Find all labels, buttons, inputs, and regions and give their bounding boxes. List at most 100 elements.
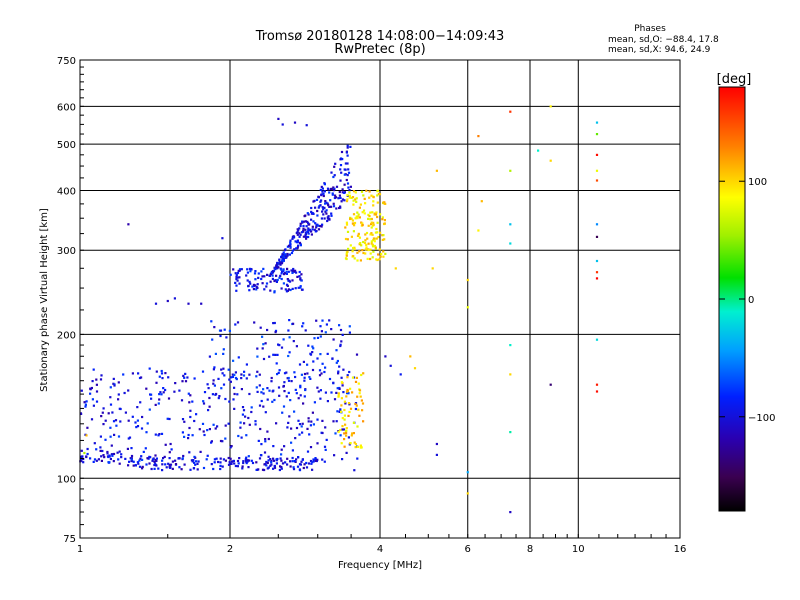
data-point xyxy=(286,426,289,429)
data-point xyxy=(324,200,327,203)
data-point xyxy=(384,252,387,255)
data-point xyxy=(340,404,343,407)
data-point xyxy=(229,380,232,383)
data-point xyxy=(359,242,362,245)
data-point xyxy=(194,463,197,466)
data-point xyxy=(140,376,143,379)
data-point xyxy=(332,420,335,423)
data-point xyxy=(95,459,98,462)
data-point xyxy=(285,283,289,286)
data-point xyxy=(180,399,184,402)
data-point xyxy=(349,217,352,221)
data-point xyxy=(326,219,329,223)
data-point xyxy=(253,321,256,324)
data-point xyxy=(91,398,94,401)
data-point xyxy=(413,367,417,370)
data-point xyxy=(595,338,599,341)
data-point xyxy=(187,392,190,395)
data-point xyxy=(212,379,215,382)
data-point xyxy=(221,440,224,443)
data-point xyxy=(166,299,169,303)
data-point xyxy=(330,205,333,208)
data-point xyxy=(102,454,105,457)
data-point xyxy=(112,420,116,423)
data-point xyxy=(171,467,174,470)
data-point xyxy=(311,228,314,231)
data-point xyxy=(221,465,224,468)
data-point xyxy=(255,468,258,471)
data-point xyxy=(180,468,183,471)
data-point xyxy=(117,435,121,438)
data-point xyxy=(323,217,326,220)
data-point xyxy=(302,227,305,230)
data-point xyxy=(200,302,203,305)
data-point xyxy=(166,417,169,420)
data-point xyxy=(272,445,275,448)
data-point xyxy=(360,190,364,193)
data-point xyxy=(267,437,270,441)
data-point xyxy=(349,244,352,247)
data-point xyxy=(289,243,292,246)
data-point xyxy=(328,205,331,208)
data-point xyxy=(355,200,358,203)
data-point xyxy=(272,270,275,273)
data-point xyxy=(389,364,392,367)
data-point xyxy=(309,459,313,463)
data-point xyxy=(178,389,181,392)
data-point xyxy=(384,202,387,205)
data-point xyxy=(343,408,346,412)
data-point xyxy=(346,146,349,149)
data-point xyxy=(281,123,284,126)
data-point xyxy=(383,238,386,241)
data-point xyxy=(147,457,150,460)
data-point xyxy=(435,453,438,456)
data-point xyxy=(183,376,186,379)
data-point xyxy=(300,373,303,376)
data-point xyxy=(328,191,331,194)
data-point xyxy=(219,464,222,467)
data-point xyxy=(189,468,192,471)
data-point xyxy=(258,457,262,460)
data-point xyxy=(347,414,350,417)
data-point xyxy=(232,359,235,362)
data-point xyxy=(319,335,322,338)
data-point xyxy=(136,461,139,464)
data-point xyxy=(338,365,341,368)
data-point xyxy=(95,378,98,381)
data-point xyxy=(295,231,298,235)
data-point xyxy=(370,240,373,243)
data-point xyxy=(127,389,130,392)
data-point xyxy=(549,159,552,162)
data-point xyxy=(307,229,310,232)
data-point xyxy=(264,438,267,441)
data-point xyxy=(311,345,314,348)
data-point xyxy=(595,235,599,238)
data-point xyxy=(330,328,333,331)
data-point xyxy=(248,373,251,376)
data-point xyxy=(346,144,349,147)
data-point xyxy=(357,408,360,411)
data-point xyxy=(302,224,305,228)
data-point xyxy=(304,233,308,236)
data-point xyxy=(344,226,347,229)
data-point xyxy=(254,420,257,423)
data-point xyxy=(321,431,324,435)
data-point xyxy=(257,272,260,275)
data-point xyxy=(340,340,343,343)
data-point xyxy=(196,468,199,471)
data-point xyxy=(145,463,148,466)
data-point xyxy=(313,337,316,340)
data-point xyxy=(339,434,342,437)
data-point xyxy=(331,193,334,196)
data-point xyxy=(228,461,231,464)
data-point xyxy=(311,212,314,215)
data-point xyxy=(364,202,367,205)
data-point xyxy=(257,276,260,279)
data-point xyxy=(95,383,98,386)
data-point xyxy=(228,329,231,332)
data-point xyxy=(270,271,273,274)
data-point xyxy=(595,259,599,263)
data-point xyxy=(376,215,379,219)
data-point xyxy=(319,389,322,392)
data-point xyxy=(236,321,240,324)
